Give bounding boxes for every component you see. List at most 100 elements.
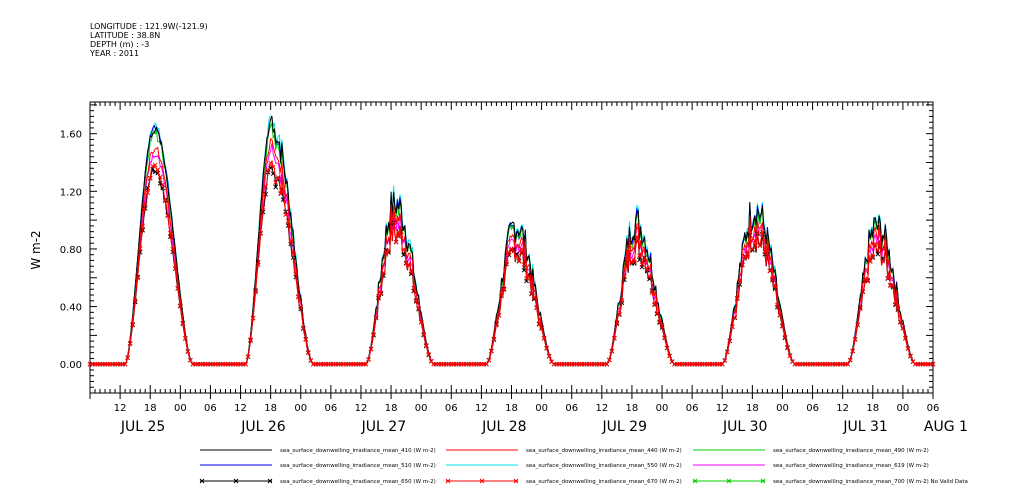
series-marker-7 [295, 294, 301, 300]
series-marker-7 [147, 176, 153, 181]
series-marker-7 [258, 230, 263, 236]
series-marker-7 [253, 289, 258, 295]
legend-marker-6 [267, 478, 273, 484]
legend-marker-7 [513, 478, 519, 484]
depth-label: DEPTH (m) : -3 [90, 40, 150, 49]
series-marker-7 [393, 239, 399, 245]
series-marker-7 [180, 321, 186, 327]
x-tick-label: 12 [716, 403, 729, 414]
legend-marker-6 [233, 478, 239, 484]
series-marker-7 [880, 258, 886, 264]
series-marker-7 [499, 290, 504, 296]
x-tick-label: 12 [355, 403, 368, 414]
series-marker-7 [160, 182, 166, 187]
series-marker-7 [775, 302, 780, 308]
x-tick-label: 06 [204, 403, 217, 414]
x-tick-label: 00 [294, 403, 307, 414]
series-marker-7 [787, 353, 793, 359]
series-marker-7 [546, 353, 552, 359]
series-marker-7 [519, 246, 524, 252]
series-marker-7 [895, 305, 901, 311]
series-marker-7 [245, 354, 251, 360]
series-marker-7 [130, 322, 136, 327]
legend-marker-8 [726, 478, 732, 484]
series-marker-7 [908, 353, 913, 359]
y-tick-label: 1.60 [60, 130, 82, 141]
legend-marker-7 [445, 478, 451, 484]
series-marker-7 [514, 253, 519, 259]
series-marker-7 [386, 247, 391, 253]
x-day-label: JUL 30 [722, 419, 767, 435]
series-marker-7 [165, 213, 171, 219]
x-day-label: AUG 1 [924, 419, 968, 435]
series-marker-7 [280, 189, 286, 195]
x-tick-label: 12 [475, 403, 488, 414]
series-marker-7 [378, 290, 384, 296]
plot-border [89, 101, 934, 394]
series-marker-7 [772, 282, 778, 288]
series-marker-6 [637, 257, 642, 263]
x-day-label: JUL 29 [602, 419, 647, 435]
series-marker-7 [767, 268, 773, 274]
series-marker-6 [875, 251, 881, 257]
series-marker-7 [278, 191, 284, 197]
x-tick-label: 06 [565, 403, 578, 414]
series-line-4 [90, 115, 933, 365]
series-marker-7 [785, 344, 790, 350]
series-marker-6 [632, 261, 637, 266]
series-marker-7 [850, 348, 856, 354]
series-marker-7 [737, 277, 743, 283]
series-marker-7 [270, 164, 276, 170]
series-marker-7 [722, 358, 728, 363]
series-marker-7 [652, 302, 657, 307]
series-marker-7 [298, 304, 304, 310]
series-marker-7 [847, 357, 853, 363]
series-marker-7 [664, 345, 670, 351]
series-marker-7 [494, 322, 499, 328]
series-marker-7 [857, 306, 863, 312]
legend-marker-6 [199, 478, 205, 484]
x-tick-label: 06 [324, 403, 337, 414]
series-marker-7 [852, 336, 858, 342]
series-marker-7 [903, 335, 908, 341]
series-marker-7 [416, 305, 422, 311]
series-marker-7 [185, 349, 191, 354]
series-marker-7 [293, 271, 299, 277]
series-marker-7 [137, 246, 143, 251]
series-marker-7 [875, 248, 881, 253]
series-marker-7 [182, 336, 188, 341]
series-marker-7 [529, 290, 534, 296]
series-marker-7 [734, 295, 740, 301]
x-tick-label: 06 [927, 403, 940, 414]
series-marker-7 [867, 258, 873, 264]
series-marker-7 [865, 278, 871, 284]
series-marker-7 [719, 361, 725, 367]
series-marker-7 [381, 270, 386, 275]
series-marker-7 [250, 315, 256, 321]
series-marker-7 [614, 320, 620, 325]
series-marker-7 [486, 357, 492, 363]
series-marker-7 [900, 325, 906, 331]
series-marker-7 [872, 241, 878, 247]
series-marker-7 [127, 341, 133, 347]
series-marker-7 [845, 361, 851, 367]
series-marker-7 [647, 274, 652, 280]
x-tick-label: 00 [174, 403, 187, 414]
x-tick-label: 00 [415, 403, 428, 414]
legend-label-6: sea_surface_downwelling_irradiance_mean_… [280, 479, 436, 485]
series-marker-7 [770, 276, 775, 281]
series-marker-7 [167, 230, 173, 236]
series-marker-7 [501, 287, 507, 293]
series-marker-7 [659, 323, 665, 329]
series-line-2 [90, 122, 933, 365]
series-marker-7 [150, 163, 156, 169]
series-marker-7 [762, 249, 768, 255]
x-tick-label: 18 [385, 403, 398, 414]
series-marker-7 [489, 348, 494, 354]
series-marker-7 [423, 343, 429, 348]
series-marker-7 [747, 228, 753, 233]
series-marker-7 [366, 357, 371, 362]
x-tick-label: 12 [234, 403, 247, 414]
series-marker-7 [383, 249, 389, 254]
series-marker-7 [604, 361, 610, 367]
